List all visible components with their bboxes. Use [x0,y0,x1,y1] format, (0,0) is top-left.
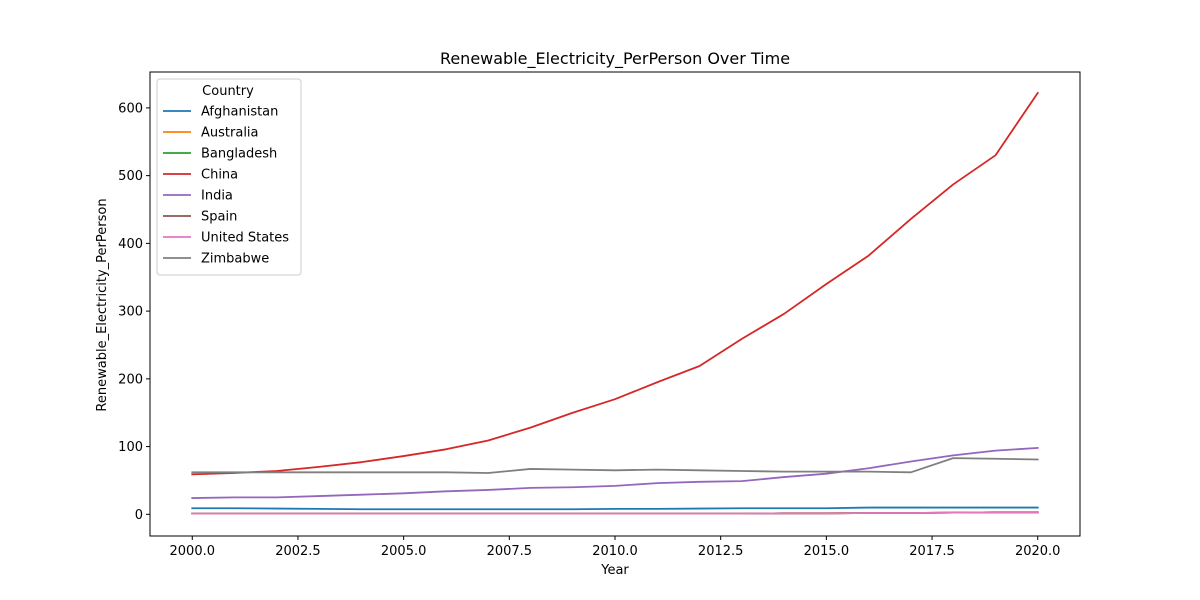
x-tick-label: 2010.0 [592,544,638,559]
series-line-china [191,91,1039,476]
legend-label-india: India [201,189,233,204]
legend-title: Country [202,84,254,99]
legend-box [156,78,302,276]
x-tick-label: 2015.0 [804,544,850,559]
series-line-zimbabwe [191,457,1039,474]
x-tick-label: 2000.0 [170,544,216,559]
legend-label-spain: Spain [201,210,237,225]
series-line-india [191,446,1039,499]
y-tick-label: 300 [118,305,143,320]
series-line-afghanistan [191,506,1039,511]
series-lines [191,91,1039,515]
legend: Country Afghanistan Australia Bangladesh Chi… [156,78,302,276]
y-tick-label: 400 [118,237,143,252]
x-tick-label: 2020.0 [1015,544,1061,559]
legend-label-zimbabwe: Zimbabwe [201,252,269,267]
x-tick-label: 2002.5 [275,544,321,559]
legend-label-united-states: United States [201,231,289,246]
x-tick-label: 2007.5 [487,544,533,559]
legend-label-bangladesh: Bangladesh [201,147,277,162]
y-tick-label: 200 [118,372,143,387]
y-tick-label: 500 [118,169,143,184]
legend-label-china: China [201,168,238,183]
x-tick-label: 2012.5 [698,544,744,559]
y-tick-label: 100 [118,440,143,455]
legend-label-afghanistan: Afghanistan [201,105,278,120]
plot-frame [149,71,1081,537]
series-line-united-states [191,511,1039,515]
y-axis-title: Renewable_Electricity_PerPerson [95,198,110,411]
x-axis-title: Year [600,563,629,578]
x-tick-label: 2017.5 [909,544,955,559]
legend-label-australia: Australia [201,126,259,141]
x-tick-label: 2005.0 [381,544,427,559]
y-tick-label: 600 [118,101,143,116]
y-tick-label: 0 [135,508,143,523]
chart-title: Renewable_Electricity_PerPerson Over Tim… [440,49,790,69]
axis-ticks: 2000.0 2002.5 2005.0 2007.5 2010.0 2012.5 2015… [118,101,1060,559]
